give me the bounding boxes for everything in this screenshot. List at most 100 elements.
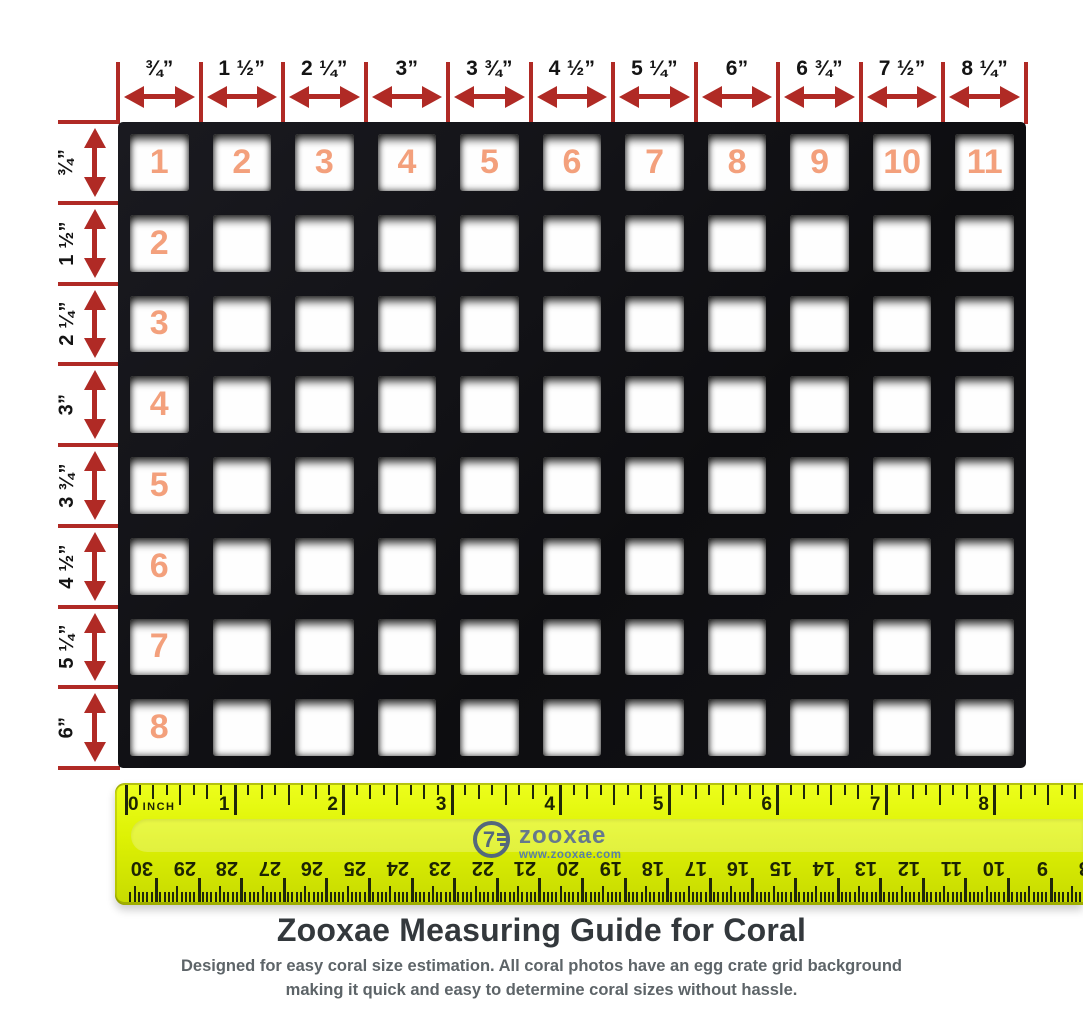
top-measure-label: 2 ¼” [300, 57, 348, 80]
ruler-cm-tick [849, 892, 852, 902]
grid-cell: 7 [118, 607, 201, 688]
arrow-head-left-icon [124, 86, 144, 108]
ruler-cm-tick [606, 892, 609, 902]
ruler-cm-tick [776, 892, 779, 902]
ruler-inch-tick [409, 785, 412, 795]
top-measure-tick [611, 62, 616, 124]
ruler-inch-tick [925, 785, 928, 795]
grid-cell-opening [542, 537, 602, 595]
ruler-cm-tick [287, 892, 290, 902]
grid-cell-number: 6 [562, 142, 582, 181]
ruler-cm-tick [811, 892, 814, 902]
grid-cell [283, 607, 366, 688]
grid-cell-opening [955, 537, 1014, 595]
ruler-cm-tick [781, 892, 784, 902]
ruler-cm-tick [581, 878, 584, 902]
ruler-inch-tick [165, 785, 168, 795]
grid-cell-opening [872, 618, 932, 676]
ruler-cm-tick [304, 886, 307, 902]
ruler-cm-tick [828, 892, 831, 902]
ruler-inch-tick [789, 785, 792, 795]
grid-cell [283, 203, 366, 284]
ruler-cm-tick [291, 892, 294, 902]
ruler-cm-tick [1036, 892, 1039, 902]
left-measure-label-text: 3” [55, 393, 78, 416]
ruler-cm-tick [879, 878, 883, 902]
top-measure-label: 6 ¾” [796, 57, 843, 80]
ruler-inch-tick [694, 785, 697, 799]
measure-arrow-horizontal [454, 86, 525, 108]
ruler-cm-tick [623, 878, 627, 902]
measure-arrow-horizontal [371, 86, 443, 108]
grid-cell [778, 607, 861, 688]
grid-cell [531, 607, 614, 688]
arrow-line [549, 94, 595, 99]
ruler-cm-tick [938, 892, 941, 902]
ruler-cm-tick [764, 892, 767, 902]
grid-cell-opening: 6 [542, 134, 602, 191]
ruler-inch-tick [735, 785, 738, 795]
ruler-inch-tick [342, 785, 345, 815]
ruler-cm-tick [355, 892, 358, 902]
ruler-cm-tick [559, 886, 562, 902]
ruler-cm-number: 24 [386, 857, 409, 879]
ruler-cm-number: 28 [215, 857, 239, 879]
ruler-cm-tick [397, 892, 400, 902]
ruler-inch-tick [843, 785, 846, 795]
ruler-cm-tick [431, 886, 434, 902]
measure-arrow-horizontal [124, 86, 195, 108]
grid-cell-number: 5 [149, 465, 169, 504]
ruler-cm-tick [244, 892, 247, 902]
measure-arrow-horizontal [619, 86, 690, 108]
ruler-cm-tick [832, 892, 835, 902]
grid-cell-opening [460, 537, 519, 595]
arrow-head-left-icon [536, 86, 557, 108]
ruler-cm-tick [529, 892, 532, 902]
ruler-cm-tick [576, 892, 579, 902]
grid-cell-opening [295, 537, 354, 595]
left-measure-tick [58, 443, 120, 447]
arrow-line [714, 94, 760, 99]
grid-cell-opening [790, 295, 849, 353]
measure-arrow-vertical [84, 451, 106, 520]
ruler-inch-tick [219, 785, 222, 795]
ruler-inch-tick [681, 785, 684, 795]
grid-cell [366, 284, 449, 365]
ruler-cm-tick [674, 892, 677, 902]
ruler-cm-tick [129, 892, 132, 902]
ruler-cm-tick [789, 892, 792, 902]
ruler-cm-tick [725, 892, 728, 902]
grid-cell: 1 [118, 122, 201, 203]
grid-cell: 10 [861, 122, 944, 203]
ruler-inch-tick [626, 785, 629, 795]
ruler-inch-number: 4 [544, 794, 555, 815]
left-measure-label-text: 1 ½” [55, 220, 78, 266]
ruler-inch-tick [301, 785, 304, 795]
ruler-inch-tick [938, 785, 941, 805]
grid-cell-opening [872, 295, 932, 353]
grid-cell-opening [625, 214, 684, 272]
ruler-cm-tick [440, 892, 443, 902]
grid-cell: 8 [118, 687, 201, 768]
ruler-cm-number: 13 [854, 857, 878, 879]
ruler-inch-tick [816, 785, 819, 795]
ruler-inch-tick [599, 785, 602, 795]
ruler-cm-tick [329, 892, 332, 902]
ruler-cm-tick [453, 878, 457, 902]
ruler-cm-tick [887, 892, 890, 902]
ruler-cm-tick [721, 892, 724, 902]
ruler-inch-tick [870, 785, 873, 795]
grid-cell: 3 [118, 284, 201, 365]
arrow-line [879, 94, 925, 99]
ruler-cm-tick [342, 892, 345, 902]
grid-cell-number: 3 [149, 304, 169, 343]
ruler-cm-tick [678, 892, 681, 902]
ruler-inch-tick [477, 785, 480, 799]
grid-cell-opening: 5 [460, 134, 519, 191]
ruler-cm-tick [593, 892, 596, 902]
ruler-cm-tick [240, 878, 244, 902]
top-measure-tick [776, 62, 781, 124]
ruler-cm-tick [1024, 892, 1027, 902]
ruler-cm-tick [794, 878, 797, 902]
grid-cell-opening [377, 376, 437, 433]
